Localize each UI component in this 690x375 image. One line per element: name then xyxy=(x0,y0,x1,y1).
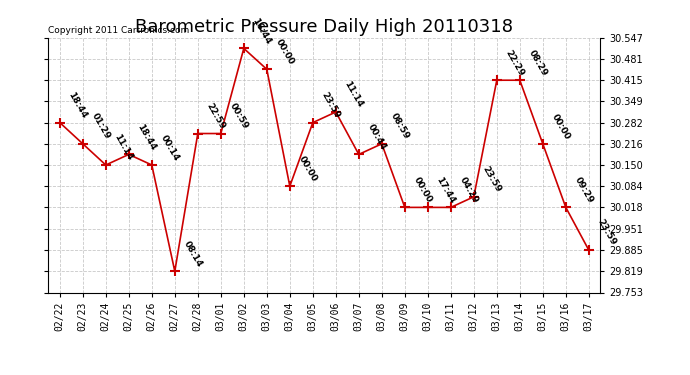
Text: 00:00: 00:00 xyxy=(550,112,571,141)
Text: 22:29: 22:29 xyxy=(504,48,526,77)
Text: 08:14: 08:14 xyxy=(181,239,204,268)
Text: 23:59: 23:59 xyxy=(319,90,342,120)
Text: 01:29: 01:29 xyxy=(90,112,112,141)
Text: 00:59: 00:59 xyxy=(228,102,250,131)
Text: 11:14: 11:14 xyxy=(112,133,135,162)
Text: 00:00: 00:00 xyxy=(274,38,295,66)
Text: 11:14: 11:14 xyxy=(343,80,365,109)
Text: 18:44: 18:44 xyxy=(136,122,158,152)
Text: 00:00: 00:00 xyxy=(297,154,319,183)
Text: 16:44: 16:44 xyxy=(250,16,273,46)
Text: 23:59: 23:59 xyxy=(481,165,503,194)
Text: 23:59: 23:59 xyxy=(595,218,618,248)
Text: 18:44: 18:44 xyxy=(67,90,89,120)
Text: 00:00: 00:00 xyxy=(412,176,433,205)
Text: 04:29: 04:29 xyxy=(457,175,480,205)
Text: 00:44: 00:44 xyxy=(366,122,388,152)
Text: 17:44: 17:44 xyxy=(435,175,457,205)
Text: 08:59: 08:59 xyxy=(388,112,411,141)
Title: Barometric Pressure Daily High 20110318: Barometric Pressure Daily High 20110318 xyxy=(135,18,513,36)
Text: 00:14: 00:14 xyxy=(159,133,181,162)
Text: 09:29: 09:29 xyxy=(573,175,595,205)
Text: 08:29: 08:29 xyxy=(526,48,549,77)
Text: Copyright 2011 Cartronics.com: Copyright 2011 Cartronics.com xyxy=(48,26,190,35)
Text: 22:59: 22:59 xyxy=(205,101,227,131)
